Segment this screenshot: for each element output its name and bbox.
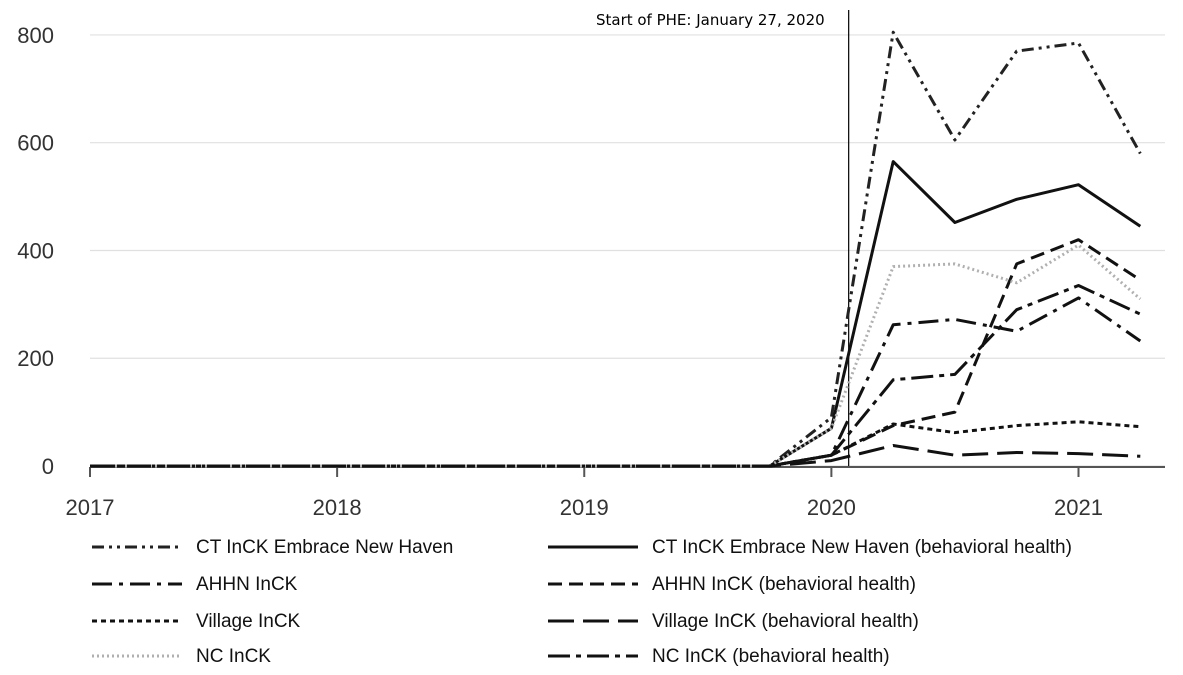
legend: CT InCK Embrace New Haven CT InCK Embrace…: [92, 537, 1072, 667]
legend-label: NC InCK: [196, 646, 271, 667]
y-tick-label: 0: [42, 454, 54, 479]
series-line: [90, 296, 1142, 468]
legend-label: CT InCK Embrace New Haven: [196, 537, 453, 558]
x-tick-label: 2020: [807, 495, 856, 520]
x-tick-label: 2021: [1054, 495, 1103, 520]
series-line: [90, 243, 1142, 468]
legend-label: CT InCK Embrace New Haven (behavioral he…: [652, 537, 1072, 558]
x-axis: 2017 2018 2019 2020 2021: [66, 466, 1165, 520]
x-tick-label: 2018: [313, 495, 362, 520]
legend-label: AHHN InCK: [196, 574, 298, 595]
series-lines: [90, 30, 1142, 468]
y-tick-label: 800: [17, 23, 54, 48]
series-line: [90, 420, 1141, 468]
legend-label: Village InCK: [196, 611, 301, 632]
legend-label: NC InCK (behavioral health): [652, 646, 890, 667]
y-tick-label: 600: [17, 131, 54, 156]
legend-label: AHHN InCK (behavioral health): [652, 574, 916, 595]
x-tick-label: 2019: [560, 495, 609, 520]
grid-lines: [90, 34, 1165, 467]
annotation: Start of PHE: January 27, 2020: [596, 10, 850, 466]
series-line: [90, 284, 1141, 468]
x-tick-label: 2017: [66, 495, 115, 520]
phe-start-label: Start of PHE: January 27, 2020: [596, 11, 825, 29]
legend-label: Village InCK (behavioral health): [652, 611, 919, 632]
y-tick-label: 200: [17, 346, 54, 371]
y-axis: 0 200 400 600 800: [17, 23, 54, 479]
series-line: [90, 160, 1142, 468]
series-line: [90, 444, 1141, 468]
series-line: [90, 30, 1142, 468]
y-tick-label: 400: [17, 238, 54, 263]
